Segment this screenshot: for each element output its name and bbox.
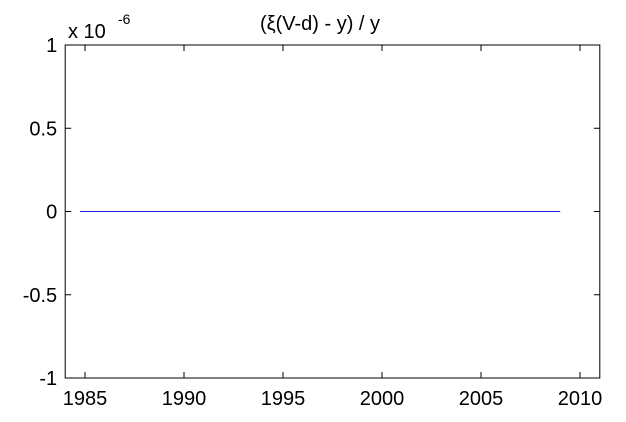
x-tick-label: 2010 (558, 388, 603, 410)
y-multiplier-exponent: -6 (118, 11, 131, 27)
y-tick-label: 0.5 (29, 118, 57, 140)
x-tick-label: 1990 (162, 388, 207, 410)
x-tick-label: 2000 (360, 388, 405, 410)
y-tick-label: 1 (46, 35, 57, 57)
y-tick-label: -1 (39, 368, 57, 390)
chart-title: (ξ(V-d) - y) / y (260, 13, 380, 35)
x-tick-label: 1995 (261, 388, 306, 410)
y-multiplier: x 10 (68, 21, 106, 43)
y-tick-label: 0 (46, 202, 57, 224)
y-tick-label: -0.5 (23, 285, 57, 307)
x-tick-label: 2005 (459, 388, 504, 410)
x-tick-label: 1985 (63, 388, 108, 410)
